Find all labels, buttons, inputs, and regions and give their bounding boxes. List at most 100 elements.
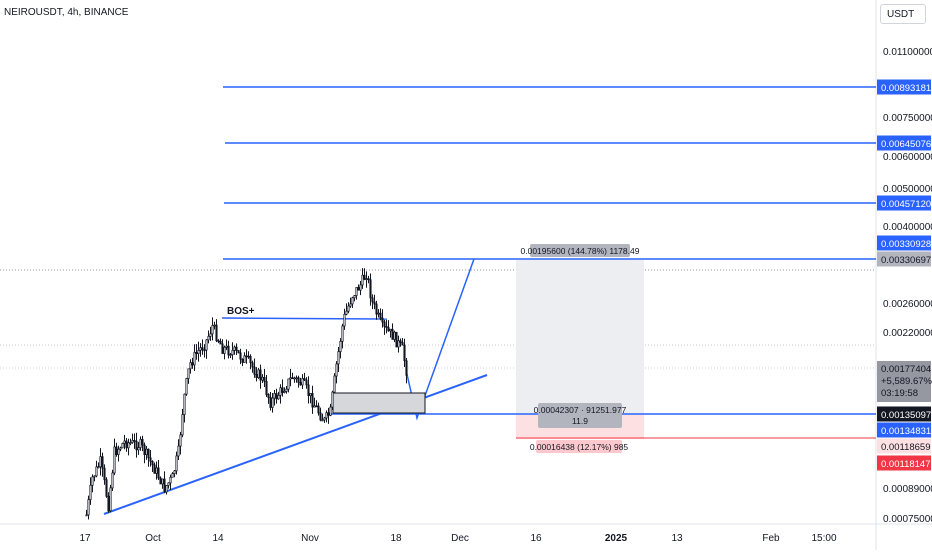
price-label: 0.00645076 [881, 139, 931, 150]
order-block [332, 392, 426, 414]
candle [269, 392, 272, 411]
candle [259, 364, 262, 389]
candle [247, 351, 250, 359]
candle [173, 470, 176, 478]
candle-body [265, 381, 268, 395]
candle-body [153, 464, 156, 474]
x-tick-label: Feb [762, 533, 780, 544]
candle-body [371, 297, 374, 303]
candle-body [175, 455, 178, 472]
candle-body [375, 303, 378, 315]
candle [115, 442, 118, 457]
candle-body [335, 363, 338, 377]
candle-body [403, 344, 406, 362]
candle-body [357, 287, 360, 291]
candle [277, 391, 280, 400]
bar-countdown-label: 03:19:58 [881, 388, 918, 399]
candle [375, 300, 378, 320]
candle-body [95, 466, 98, 477]
price-label: 0.00457120 [881, 199, 931, 210]
candle [223, 345, 226, 360]
candle-body [307, 384, 310, 396]
candle-body [337, 351, 340, 365]
candle-body [285, 388, 288, 392]
candle [161, 478, 164, 489]
candle-body [111, 472, 114, 489]
price-label: 0.00135097 [881, 410, 931, 421]
candle [121, 442, 124, 449]
currency-button[interactable]: USDT [880, 4, 926, 24]
target-label: 0.00195600 (144.78%) 1178.49 [521, 246, 640, 256]
candle-body [119, 447, 122, 450]
price-label-bg [877, 438, 931, 454]
candle [389, 328, 392, 338]
candle [235, 343, 238, 356]
candle [217, 339, 220, 344]
candle-body [273, 393, 276, 399]
candle-body [155, 467, 158, 474]
candle-body [85, 514, 88, 517]
candle [317, 402, 320, 416]
candle [333, 373, 336, 393]
candle [225, 339, 228, 351]
candle-body [315, 405, 318, 408]
candle [187, 368, 190, 384]
candle [353, 294, 356, 302]
candle [241, 358, 244, 367]
projection-path [405, 258, 475, 421]
candle-body [163, 478, 166, 493]
candle [391, 323, 394, 340]
candle [99, 448, 102, 476]
symbol-title: NEIROUSDT, 4h, BINANCE [4, 7, 129, 18]
candle-body [233, 346, 236, 351]
candle [109, 484, 112, 513]
candle-body [303, 378, 306, 381]
candle [175, 451, 178, 475]
candle [91, 474, 94, 493]
candle-body [181, 414, 184, 436]
candle [315, 400, 318, 408]
candle [379, 308, 382, 321]
candle [311, 385, 314, 414]
candle [359, 280, 362, 296]
price-change-label: +5,589.67% [881, 376, 932, 387]
candle [303, 372, 306, 381]
candle [403, 338, 406, 368]
x-tick-label: 2025 [605, 533, 628, 544]
candle-body [177, 445, 180, 457]
candle-body [395, 331, 398, 348]
candle-body [137, 447, 140, 451]
y-tick-label: 0.00500000 [883, 184, 932, 195]
bos-line [221, 317, 388, 320]
candle [387, 320, 390, 332]
candle [123, 434, 126, 450]
candle [263, 369, 266, 387]
candle [229, 353, 232, 358]
stop-label-bg [536, 440, 622, 453]
candle-body [391, 328, 394, 340]
candle [101, 452, 104, 477]
candle-body [167, 482, 170, 486]
price-label-bg [877, 195, 931, 211]
candle-body [327, 412, 330, 416]
candle-body [341, 325, 344, 342]
candle-body [331, 391, 334, 408]
candle-body [133, 439, 136, 442]
candle [395, 331, 398, 348]
candle [329, 403, 332, 417]
candle [191, 357, 194, 369]
candle [327, 407, 330, 424]
candle [279, 384, 282, 404]
candle-body [381, 317, 384, 323]
candle [287, 378, 290, 393]
candle-body [123, 440, 126, 444]
candle-body [343, 313, 346, 327]
entry-label-bg [538, 403, 622, 428]
candle-body [189, 362, 192, 370]
candle [337, 347, 340, 372]
candle [203, 344, 206, 358]
candle [257, 367, 260, 379]
candle [147, 448, 150, 467]
